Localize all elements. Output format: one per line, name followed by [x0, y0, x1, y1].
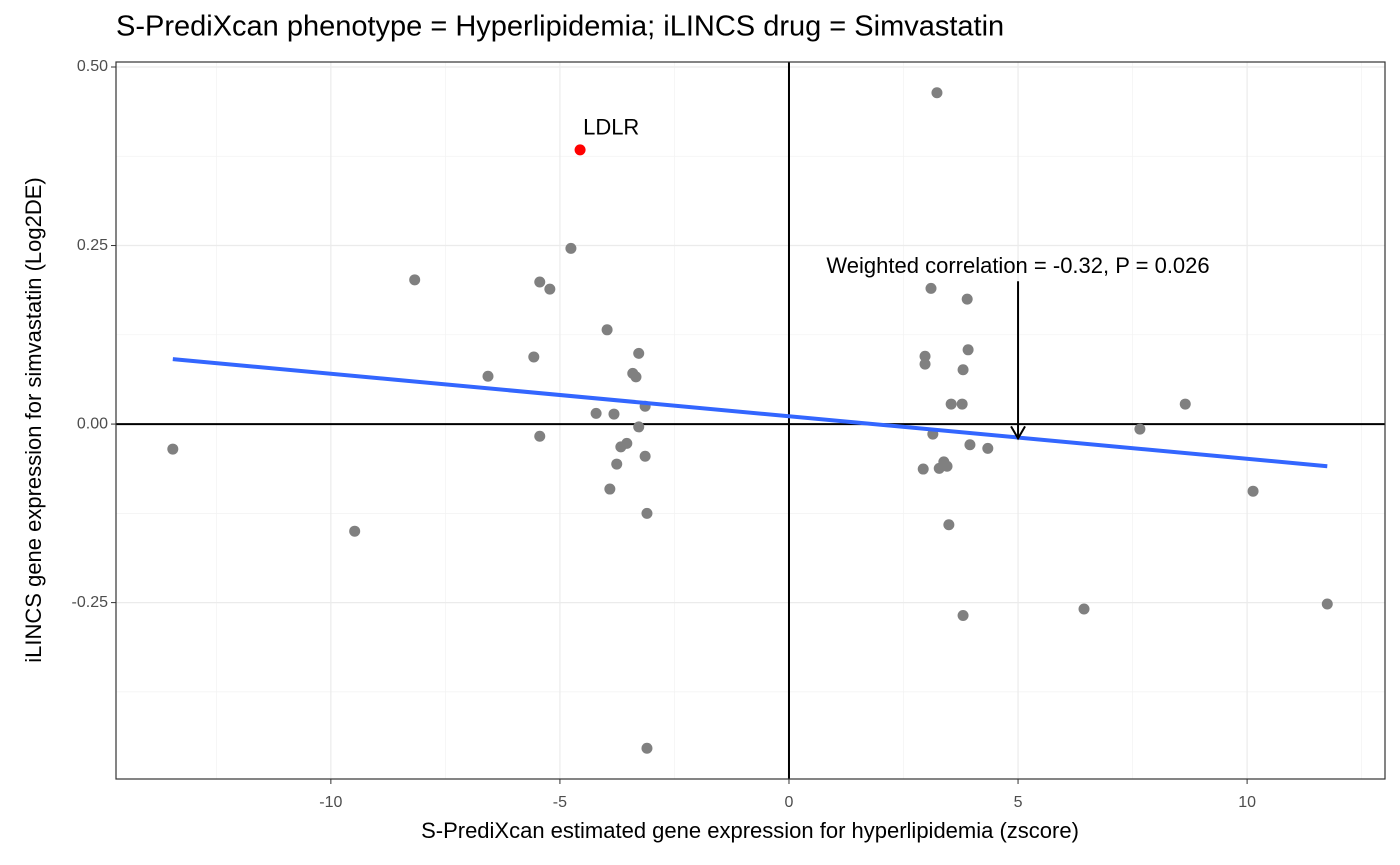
- point: [964, 439, 976, 451]
- point: [534, 276, 546, 288]
- point: [590, 407, 602, 419]
- point: [931, 87, 943, 99]
- point: [1134, 423, 1146, 435]
- y-axis-label: iLINCS gene expression for simvastatin (…: [21, 177, 46, 662]
- point: [1321, 598, 1333, 610]
- point: [633, 421, 645, 433]
- highlight-point: [574, 144, 586, 156]
- point: [534, 430, 546, 442]
- point: [611, 458, 623, 470]
- annotation-text: Weighted correlation = -0.32, P = 0.026: [826, 253, 1209, 278]
- x-tick-label: -5: [553, 794, 567, 811]
- x-tick-label: 0: [785, 794, 794, 811]
- fit-line: [172, 357, 1328, 469]
- chart-title: S-PrediXcan phenotype = Hyperlipidemia; …: [116, 11, 1004, 43]
- point: [919, 350, 931, 362]
- point: [544, 283, 556, 295]
- point: [608, 408, 620, 420]
- point: [1179, 398, 1191, 410]
- point: [962, 344, 974, 356]
- point: [945, 398, 957, 410]
- point: [482, 370, 494, 382]
- point: [956, 398, 968, 410]
- point: [1078, 603, 1090, 615]
- point: [917, 463, 929, 475]
- highlight-label: LDLR: [583, 115, 639, 140]
- x-tick-label: 5: [1014, 794, 1023, 811]
- x-tick-label: 10: [1238, 794, 1256, 811]
- point: [565, 242, 577, 254]
- point: [982, 442, 994, 454]
- x-tick-label: -10: [319, 794, 342, 811]
- point: [943, 519, 955, 531]
- point: [641, 507, 653, 519]
- point: [641, 742, 653, 754]
- point: [961, 293, 973, 305]
- point: [528, 351, 540, 363]
- point: [630, 371, 642, 383]
- arrow-head: [1010, 425, 1026, 441]
- point: [1247, 485, 1259, 497]
- x-axis-label: S-PrediXcan estimated gene expression fo…: [421, 818, 1079, 843]
- point: [639, 450, 651, 462]
- y-tick-label: 0.25: [77, 237, 108, 254]
- point: [604, 483, 616, 495]
- point: [615, 441, 627, 453]
- plot-border: [115, 61, 1386, 780]
- point: [349, 525, 361, 537]
- y-tick-label: 0.00: [77, 415, 108, 432]
- point: [925, 282, 937, 294]
- y-tick-label: 0.50: [77, 58, 108, 75]
- point: [957, 609, 969, 621]
- point: [919, 358, 931, 370]
- point: [409, 274, 421, 286]
- point: [601, 324, 613, 336]
- y-tick-label: -0.25: [72, 594, 109, 611]
- point: [167, 443, 179, 455]
- point: [957, 364, 969, 376]
- point: [633, 347, 645, 359]
- point: [933, 462, 945, 474]
